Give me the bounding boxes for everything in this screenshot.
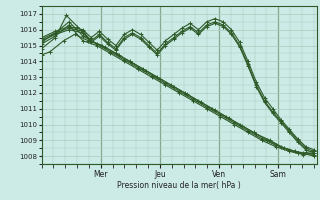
X-axis label: Pression niveau de la mer( hPa ): Pression niveau de la mer( hPa ) — [117, 181, 241, 190]
